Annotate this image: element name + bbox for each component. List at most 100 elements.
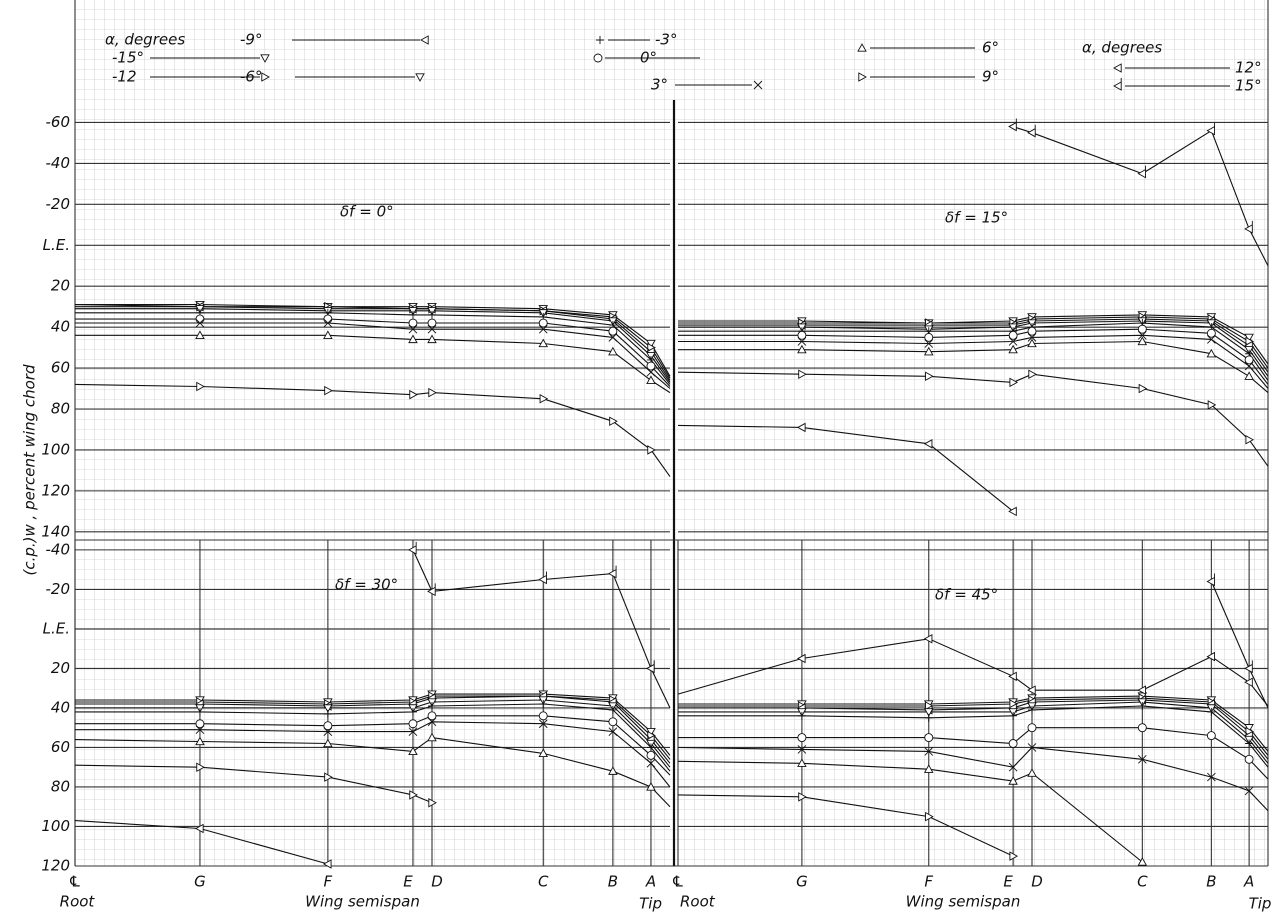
point xyxy=(925,811,934,822)
legend-label: 9° xyxy=(982,68,999,86)
point xyxy=(428,387,437,398)
legend-label: 12° xyxy=(1235,59,1262,77)
point xyxy=(1008,671,1017,682)
point xyxy=(797,711,806,720)
point xyxy=(925,371,934,382)
point xyxy=(1008,118,1017,132)
x-tick-label: ℄ xyxy=(671,873,684,891)
panel-title: δf = 30° xyxy=(335,576,398,594)
point xyxy=(1244,361,1254,371)
x-tick-label: A xyxy=(1243,873,1254,891)
point xyxy=(608,727,618,736)
x-tick-label: B xyxy=(1206,873,1216,891)
y-tick-label: 100 xyxy=(41,440,70,458)
x-tick-label: F xyxy=(924,873,933,891)
curve xyxy=(677,760,1143,863)
point xyxy=(323,704,333,713)
curve xyxy=(677,424,1014,512)
y-tick-label: 80 xyxy=(51,400,70,418)
point xyxy=(196,762,205,772)
x-tick-label: C xyxy=(538,873,549,891)
legend-marker xyxy=(857,43,867,52)
point xyxy=(646,367,656,377)
point xyxy=(195,736,205,746)
point xyxy=(1244,660,1253,674)
y-tick-label: 120 xyxy=(41,857,70,875)
legend-marker xyxy=(1113,78,1122,91)
tip-label: Tip xyxy=(1249,895,1271,913)
point xyxy=(195,725,205,734)
point xyxy=(323,318,333,328)
point xyxy=(1028,369,1037,379)
point xyxy=(923,346,934,356)
point xyxy=(1207,707,1216,716)
legend-label: -6° xyxy=(240,68,262,86)
point xyxy=(646,782,656,791)
x-tick-label: A xyxy=(645,873,656,891)
legend-label: 15° xyxy=(1235,77,1262,95)
point xyxy=(608,717,618,727)
point xyxy=(408,310,417,319)
y-tick-label: L.E. xyxy=(43,619,70,637)
y-tick-label: L.E. xyxy=(43,236,70,254)
point xyxy=(538,571,547,585)
x-tick-label: G xyxy=(796,873,808,891)
point xyxy=(538,318,548,328)
point xyxy=(408,746,418,756)
point xyxy=(1008,739,1018,748)
x-axis-label: Wing semispan xyxy=(305,893,420,911)
point xyxy=(427,334,437,344)
y-tick-label: 20 xyxy=(51,277,70,295)
point xyxy=(646,743,655,752)
point xyxy=(427,717,437,727)
point xyxy=(1027,768,1037,777)
point xyxy=(1137,685,1146,695)
x-tick-label: F xyxy=(324,873,333,891)
point xyxy=(1027,338,1037,348)
y-tick-label: -40 xyxy=(46,154,71,172)
point xyxy=(1244,786,1254,796)
point xyxy=(195,707,204,716)
curve xyxy=(412,549,671,709)
y-tick-label: 140 xyxy=(41,522,70,540)
legend-title: α, degrees xyxy=(105,31,185,49)
legend-marker xyxy=(261,72,270,82)
legend-marker xyxy=(593,53,603,63)
point xyxy=(924,733,934,743)
point xyxy=(1137,336,1148,346)
point xyxy=(1027,723,1037,733)
point xyxy=(538,338,549,348)
x-tick-label: B xyxy=(608,873,618,891)
legend-title: α, degrees xyxy=(1082,39,1162,57)
legend-marker xyxy=(753,80,763,90)
point xyxy=(1206,731,1216,741)
point xyxy=(195,314,205,324)
panel-title: δf = 0° xyxy=(340,203,394,221)
point xyxy=(323,330,333,339)
point xyxy=(608,705,617,714)
point xyxy=(1244,355,1254,365)
tip-label: Tip xyxy=(639,895,662,913)
y-tick-label: 40 xyxy=(51,318,70,336)
point xyxy=(1008,330,1018,340)
legend-label: 6° xyxy=(982,39,999,57)
point xyxy=(1244,220,1253,234)
point xyxy=(1244,677,1253,688)
point xyxy=(538,719,548,729)
y-axis-label: (c.p.)w , percent wing chord xyxy=(21,364,39,575)
point xyxy=(1027,124,1036,138)
x-tick-label: C xyxy=(1137,873,1148,891)
point xyxy=(924,332,934,342)
point xyxy=(647,445,656,455)
legend-label: -3° xyxy=(655,31,677,49)
legend-marker xyxy=(260,54,270,63)
point xyxy=(1027,333,1037,342)
point xyxy=(1245,434,1255,445)
x-tick-label: D xyxy=(431,873,443,891)
point xyxy=(427,711,437,721)
point xyxy=(646,758,656,768)
panel-title: δf = 15° xyxy=(945,209,1008,227)
point xyxy=(323,314,333,324)
point xyxy=(646,361,656,371)
point xyxy=(797,344,807,354)
